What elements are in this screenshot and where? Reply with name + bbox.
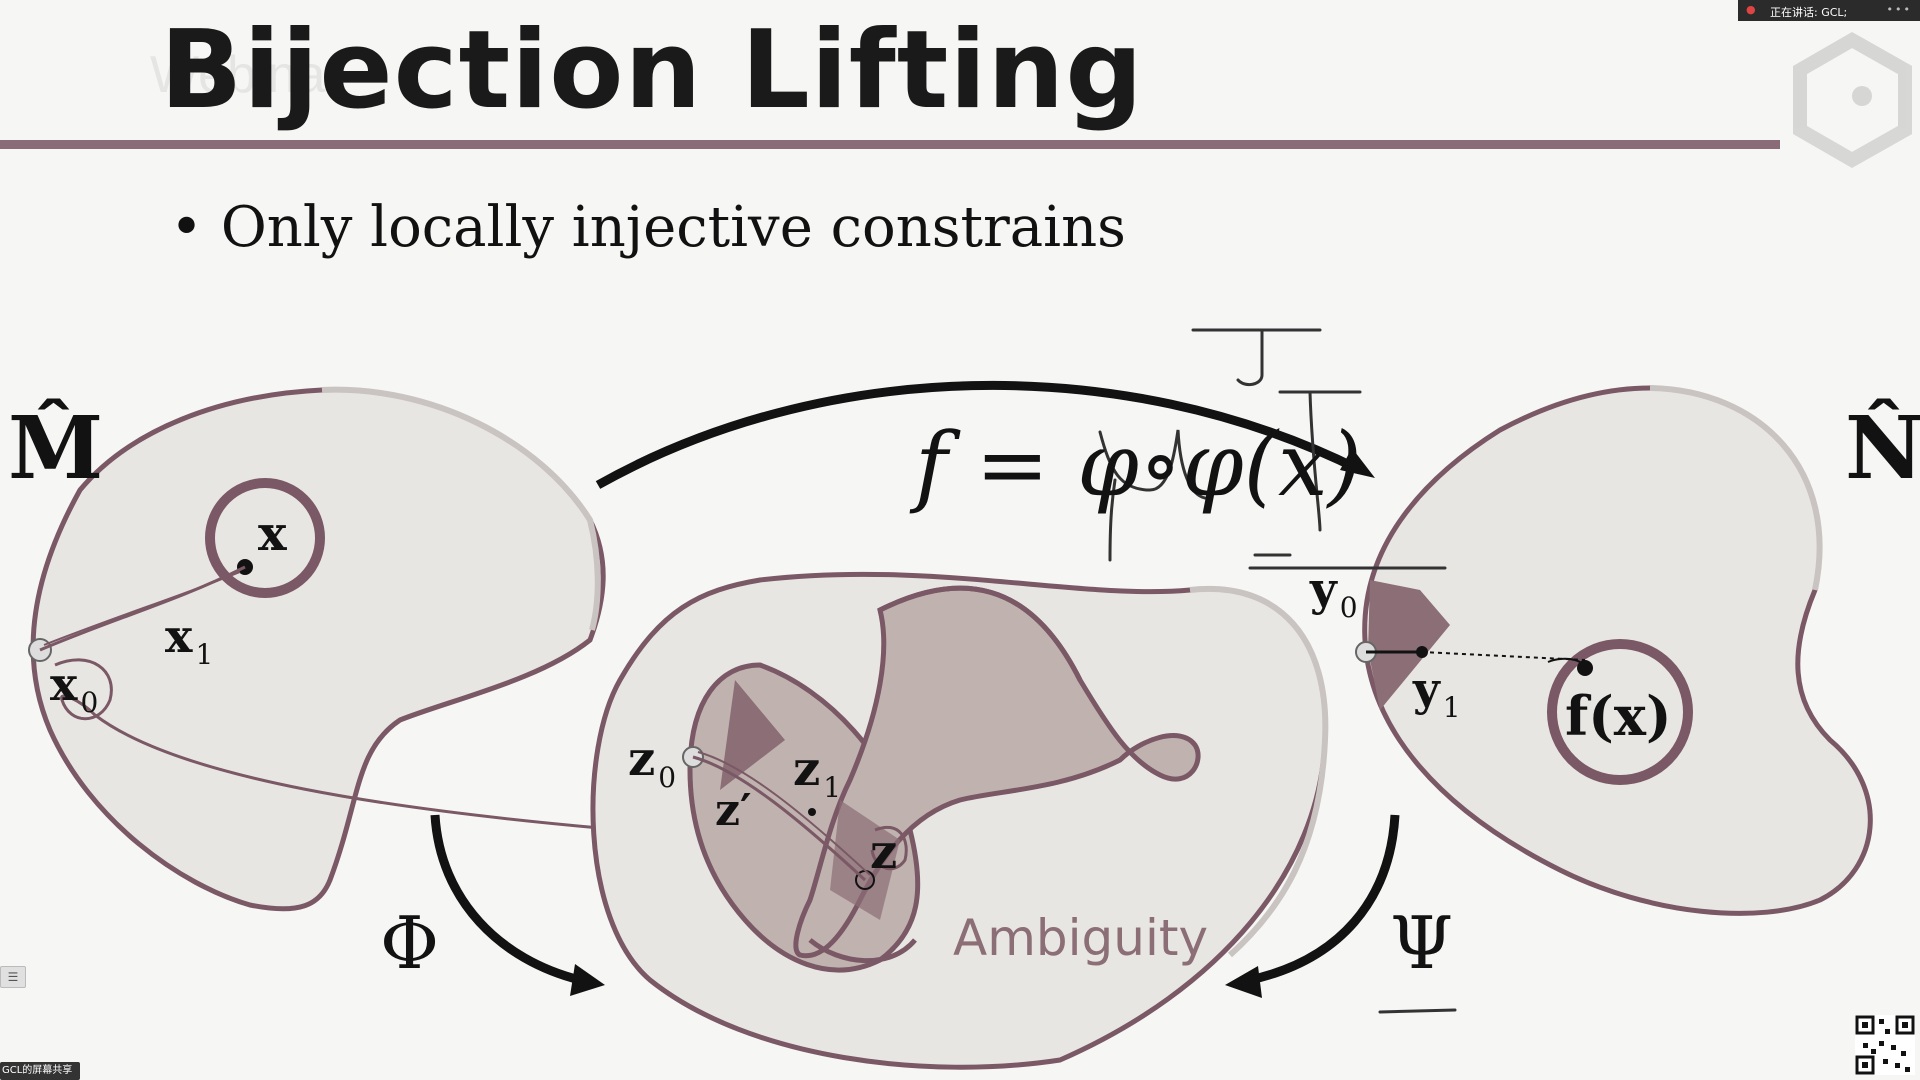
menu-icon[interactable]: ☰ <box>0 966 26 988</box>
speaking-label: 正在讲话: GCL; <box>1770 6 1848 19</box>
label-x: x <box>258 506 287 562</box>
label-N-hat: N̂ <box>1845 398 1920 499</box>
arrow-psi <box>1249 814 1400 985</box>
bullet-point: • Only locally injective constrains <box>170 195 1126 260</box>
domain-M-shape <box>30 387 606 912</box>
label-phi: Φ <box>380 901 439 985</box>
handwritten-annotation <box>1098 328 1457 1014</box>
path-z0-z <box>692 755 867 882</box>
qr-code-icon <box>1855 1015 1915 1075</box>
label-fx: f(x) <box>1565 684 1672 748</box>
point-fx-neighborhood <box>1547 639 1693 785</box>
slide-title: Bijection Lifting <box>160 8 1144 133</box>
sector-z <box>830 800 900 920</box>
share-label-text: GCL的屏幕共享 <box>2 1065 73 1076</box>
handwritten-formula: f = φ∘φ(x) <box>909 413 1362 516</box>
mic-icon: ● <box>1746 3 1756 16</box>
title-underline <box>0 140 1780 149</box>
ribbon-region <box>793 585 1201 959</box>
webinar-watermark: Webinar <box>150 46 343 104</box>
logo-icon <box>1793 31 1912 169</box>
more-icon[interactable]: ••• <box>1886 3 1912 16</box>
sector-y0 <box>1368 580 1450 710</box>
label-z: z <box>870 824 897 880</box>
sector-z0 <box>720 680 785 790</box>
label-psi: Ψ <box>1390 901 1453 985</box>
arrow-phi <box>430 814 582 985</box>
arrow-f <box>595 380 1363 489</box>
label-z-prime: z′ <box>715 785 752 836</box>
screen-share-label[interactable]: GCL的屏幕共享 <box>0 1062 81 1080</box>
label-M-hat: M̂ <box>8 398 103 499</box>
bullet-dot: • <box>170 195 221 260</box>
bullet-text: Only locally injective constrains <box>220 195 1126 260</box>
path-y1-fx <box>1421 651 1586 661</box>
label-ambiguity: Ambiguity <box>953 909 1208 967</box>
speaker-indicator-bar: ● 正在讲话: GCL; ••• <box>1738 0 1920 21</box>
